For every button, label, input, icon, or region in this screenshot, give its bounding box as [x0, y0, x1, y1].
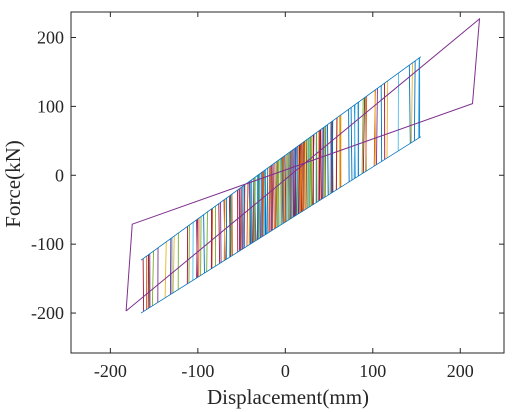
cycle-line [246, 182, 249, 247]
cycle-line [142, 258, 145, 312]
y-tick-label: -100 [31, 234, 64, 254]
cycle-line [151, 251, 154, 306]
y-tick-label: 200 [37, 27, 64, 47]
cycle-line [249, 180, 252, 244]
cycle-line [365, 96, 368, 172]
cycle-line [252, 178, 255, 243]
cycle-line [266, 168, 269, 234]
x-axis-title: Displacement(mm) [207, 385, 369, 409]
cycle-line [374, 90, 377, 166]
cycle-line [329, 122, 332, 194]
cycle-line [282, 157, 285, 224]
cycle-line [350, 107, 353, 181]
cycle-line [206, 211, 208, 272]
upper-boundary-line [140, 56, 422, 261]
cycle-line [289, 151, 292, 220]
y-tick-label: -200 [31, 303, 64, 323]
cycle-line [164, 241, 167, 298]
cycle-line [263, 169, 266, 236]
cycle-line [294, 147, 298, 215]
cycle-line [362, 97, 366, 173]
cycle-line [257, 175, 259, 240]
x-tick-label: -100 [181, 361, 214, 381]
cycle-line [353, 104, 356, 179]
lower-boundary-line [140, 136, 422, 314]
cycle-line [410, 62, 413, 143]
cycle-line [376, 88, 378, 165]
cycle-line [229, 195, 231, 258]
cycle-line [281, 157, 284, 224]
cycle-line [268, 166, 271, 233]
cycle-line [417, 58, 420, 139]
cycle-line [386, 80, 389, 159]
cycle-line [361, 98, 364, 174]
cycle-line [271, 164, 274, 231]
x-tick-label: 0 [281, 361, 290, 381]
y-axis-title: Force(kN) [1, 140, 25, 227]
cycle-line [303, 140, 306, 211]
cycle-line [320, 129, 322, 200]
cycle-line [297, 145, 300, 215]
cycle-line [230, 194, 233, 256]
cycle-line [277, 159, 280, 227]
cycle-line [285, 154, 288, 222]
envelope-loop [125, 17, 481, 312]
plot-area [125, 17, 481, 314]
cycle-line [241, 186, 244, 249]
cycle-line [292, 149, 295, 217]
cycle-line [188, 224, 190, 283]
axes-box [70, 11, 505, 354]
cycle-line [306, 139, 308, 209]
cycle-line [196, 219, 198, 278]
cycle-line [348, 109, 350, 182]
cycle-line [326, 124, 329, 196]
cycle-line [335, 117, 338, 190]
cycle-line [408, 65, 411, 144]
y-tick-label: 100 [37, 96, 64, 116]
x-tick-label: -200 [94, 361, 127, 381]
cycle-line [322, 127, 324, 199]
axes: -200 -100 0 100 200 -200 -100 0 100 200 [31, 11, 505, 381]
x-tick-label: 200 [447, 361, 474, 381]
cycle-line [240, 186, 243, 250]
cycle-line [323, 126, 326, 198]
cycle-line [331, 120, 334, 193]
cycle-line [318, 130, 321, 201]
cycle-line [203, 214, 205, 274]
cycle-line [288, 152, 291, 221]
cycle-line [238, 188, 241, 251]
cycle-line [258, 173, 261, 239]
cycle-line [413, 60, 416, 141]
cycle-line [272, 164, 275, 230]
cycle-line [211, 208, 214, 269]
cycle-line [380, 85, 383, 162]
cycle-line [172, 236, 175, 293]
cycle-line [298, 144, 301, 214]
x-tick-label: 100 [359, 361, 386, 381]
y-tick-label: 0 [55, 165, 64, 185]
cycle-line [253, 177, 256, 242]
